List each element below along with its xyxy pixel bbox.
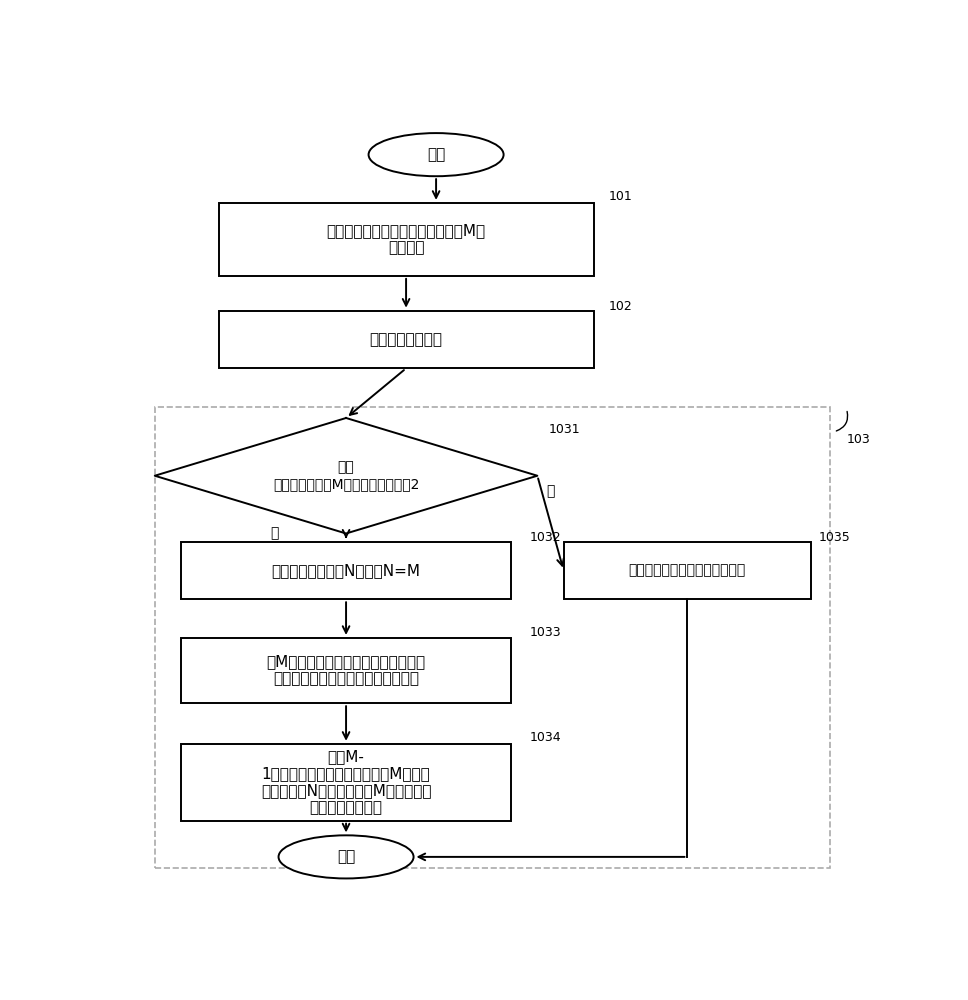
- Bar: [181, 542, 511, 599]
- Text: 提供压力提示界面: 提供压力提示界面: [370, 332, 442, 347]
- Bar: [181, 638, 511, 703]
- Text: 当前压力: 当前压力: [388, 240, 424, 255]
- Ellipse shape: [279, 835, 413, 878]
- Text: 结束: 结束: [337, 849, 355, 864]
- Text: 将M个当前压力按照压力大小依次排列: 将M个当前压力按照压力大小依次排列: [266, 655, 426, 670]
- Text: 判断: 判断: [338, 460, 354, 474]
- Text: 103: 103: [846, 433, 870, 446]
- Bar: [181, 744, 511, 821]
- Ellipse shape: [369, 133, 503, 176]
- Text: 提供当前压力输入错误提示界面: 提供当前压力输入错误提示界面: [629, 563, 746, 577]
- Text: 1个平均值将预设总压力划分成M个压力: 1个平均值将预设总压力划分成M个压力: [261, 766, 431, 781]
- Text: 通过压力感测单元感测用户输入的M个: 通过压力感测单元感测用户输入的M个: [326, 223, 486, 238]
- Text: 开始: 开始: [427, 147, 445, 162]
- Bar: [219, 203, 593, 276]
- Text: 101: 101: [609, 190, 632, 204]
- Bar: [563, 542, 811, 599]
- Text: 1032: 1032: [529, 531, 561, 544]
- Text: ，并计算相邻两个当前压力的平均值: ，并计算相邻两个当前压力的平均值: [273, 672, 419, 687]
- Text: 1033: 1033: [529, 626, 561, 639]
- Text: 1031: 1031: [549, 423, 580, 436]
- Text: 102: 102: [609, 300, 632, 313]
- Text: 区间，并将N个压力等级与M个压力区间: 区间，并将N个压力等级与M个压力区间: [260, 783, 432, 798]
- Text: 1035: 1035: [819, 531, 851, 544]
- Text: 否: 否: [546, 484, 555, 498]
- Text: 分别建立对应关系: 分别建立对应关系: [310, 800, 382, 815]
- Text: 利用M-: 利用M-: [327, 749, 365, 764]
- Text: 1034: 1034: [529, 731, 561, 744]
- Text: 当前压力的数目M是否大于或者等于2: 当前压力的数目M是否大于或者等于2: [273, 477, 419, 491]
- Bar: [155, 407, 830, 868]
- Polygon shape: [155, 418, 537, 533]
- Text: 将压力等级的数目N设定为N=M: 将压力等级的数目N设定为N=M: [272, 563, 420, 578]
- Text: 是: 是: [271, 526, 279, 540]
- Bar: [219, 311, 593, 368]
